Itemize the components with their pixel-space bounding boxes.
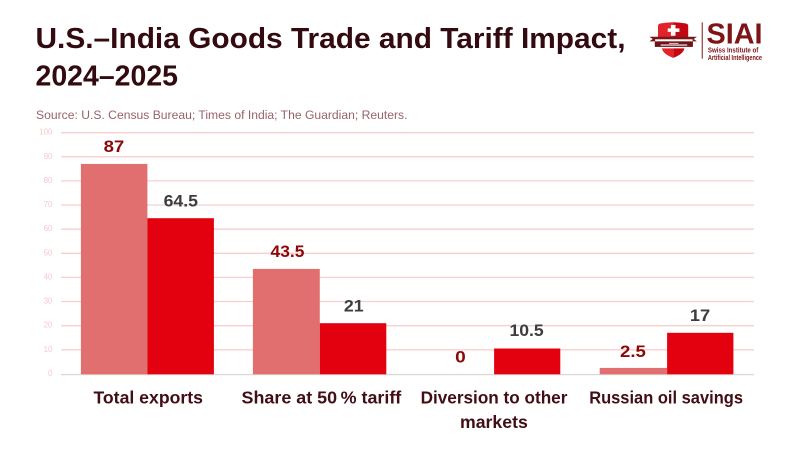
svg-text:10: 10 — [44, 345, 53, 354]
svg-text:Source: U.S. Census Bureau; Ti: Source: U.S. Census Bureau; Times of Ind… — [36, 108, 408, 122]
svg-text:100: 100 — [39, 128, 53, 137]
svg-text:70: 70 — [44, 200, 53, 209]
svg-text:60: 60 — [44, 224, 53, 233]
svg-text:10.5: 10.5 — [509, 322, 544, 340]
svg-text:SIAI: SIAI — [707, 19, 763, 51]
svg-text:43.5: 43.5 — [271, 242, 305, 261]
svg-text:80: 80 — [44, 176, 53, 185]
svg-text:20: 20 — [44, 321, 53, 330]
svg-text:40: 40 — [44, 272, 53, 281]
svg-text:Diversion to other: Diversion to other — [421, 387, 568, 407]
svg-text:Share at 50 % tariff: Share at 50 % tariff — [242, 387, 402, 407]
svg-text:0: 0 — [48, 369, 53, 378]
svg-text:markets: markets — [460, 412, 528, 432]
svg-text:0: 0 — [455, 348, 466, 367]
svg-text:30: 30 — [44, 297, 53, 306]
svg-text:Russian oil savings: Russian oil savings — [589, 387, 743, 407]
svg-text:17: 17 — [690, 306, 710, 325]
svg-text:90: 90 — [44, 152, 53, 161]
svg-text:64.5: 64.5 — [164, 191, 199, 210]
svg-text:Total exports: Total exports — [93, 387, 203, 407]
svg-text:Artificial Intelligence: Artificial Intelligence — [708, 53, 762, 62]
svg-text:50: 50 — [44, 248, 53, 257]
svg-text:U.S.–India Goods Trade and Tar: U.S.–India Goods Trade and Tariff Impact… — [36, 23, 626, 55]
svg-text:21: 21 — [344, 296, 364, 315]
svg-text:87: 87 — [104, 137, 125, 156]
svg-text:2.5: 2.5 — [620, 342, 646, 361]
svg-text:2024–2025: 2024–2025 — [36, 61, 179, 93]
svg-text:Swiss Institute of: Swiss Institute of — [708, 46, 759, 55]
